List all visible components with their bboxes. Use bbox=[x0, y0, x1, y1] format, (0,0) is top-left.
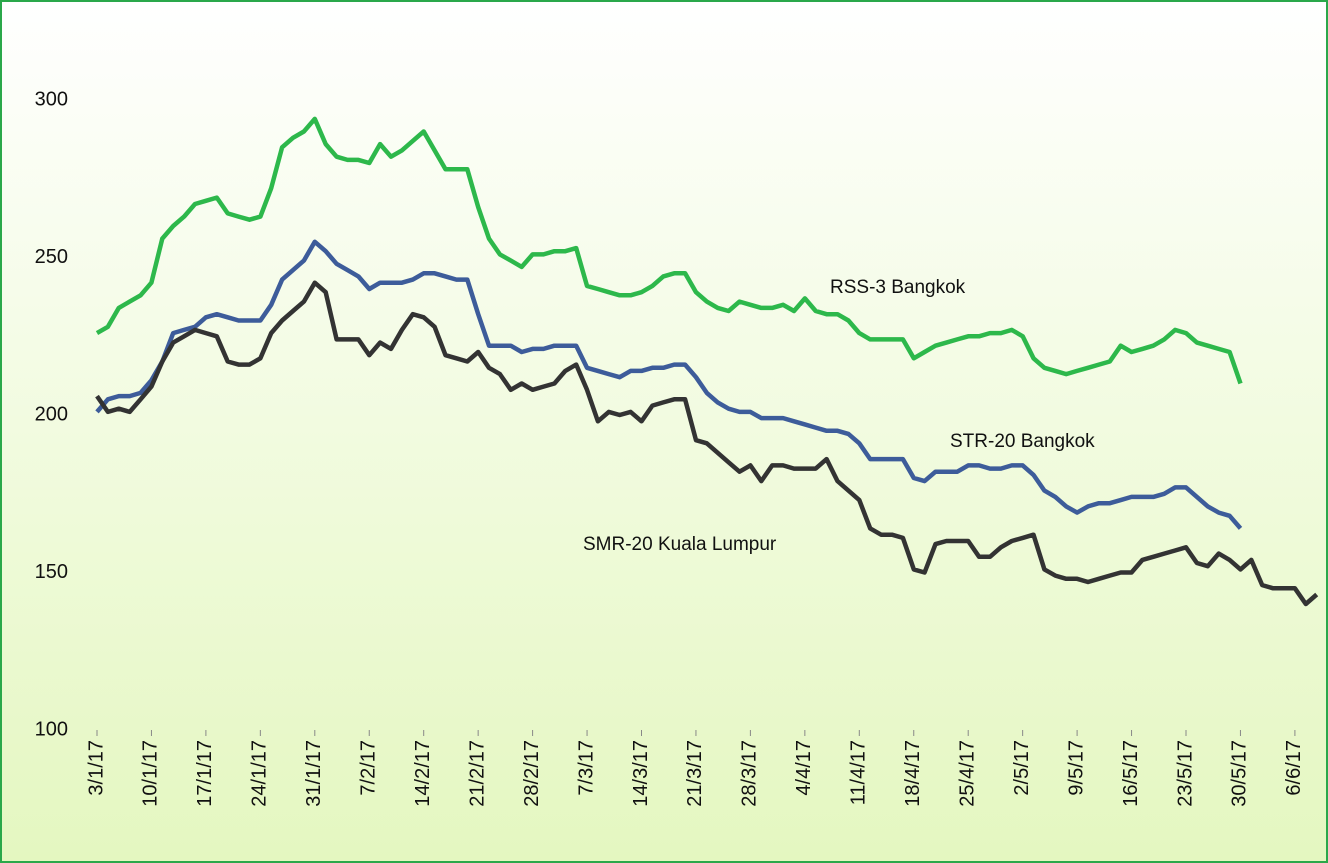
x-tick-label: 3/1/17 bbox=[85, 740, 107, 796]
line-label: RSS-3 Bangkok bbox=[830, 277, 966, 298]
x-tick-label: 11/4/17 bbox=[848, 740, 870, 805]
line-label: SMR-20 Kuala Lumpur bbox=[583, 534, 777, 555]
x-tick-label: 7/2/17 bbox=[358, 740, 380, 796]
x-tick-label: 14/2/17 bbox=[412, 740, 434, 807]
series-line bbox=[95, 116, 1243, 385]
x-tick-label: 21/2/17 bbox=[466, 740, 488, 807]
x-tick-label: 17/1/17 bbox=[194, 740, 216, 807]
x-tick-label: 10/1/17 bbox=[140, 740, 162, 807]
x-tick-label: 2/5/17 bbox=[1011, 740, 1033, 796]
x-tick-label: 16/5/17 bbox=[1120, 740, 1142, 807]
y-tick-label: 150 bbox=[35, 561, 68, 583]
x-tick-label: 31/1/17 bbox=[303, 740, 325, 807]
y-tick-label: 100 bbox=[35, 718, 68, 740]
x-tick-label: 14/3/17 bbox=[630, 740, 652, 807]
x-tick-label: 4/4/17 bbox=[793, 740, 815, 796]
x-tick-label: 6/6/17 bbox=[1283, 740, 1305, 796]
x-tick-label: 25/4/17 bbox=[956, 740, 978, 807]
y-tick-label: 250 bbox=[35, 246, 68, 268]
x-tick-label: 18/4/17 bbox=[902, 740, 924, 807]
x-tick-label: 21/3/17 bbox=[684, 740, 706, 807]
x-tick-label: 28/2/17 bbox=[521, 740, 543, 807]
line-label: STR-20 Bangkok bbox=[950, 431, 1095, 452]
series-line bbox=[95, 280, 1319, 607]
x-tick-label: 9/5/17 bbox=[1065, 740, 1087, 796]
x-tick-label: 7/3/17 bbox=[575, 740, 597, 796]
x-tick-label: 23/5/17 bbox=[1174, 740, 1196, 807]
x-tick-label: 28/3/17 bbox=[739, 740, 761, 807]
y-tick-label: 300 bbox=[35, 88, 68, 110]
x-tick-label: 30/5/17 bbox=[1229, 740, 1251, 807]
x-tick-label: 24/1/17 bbox=[249, 740, 271, 807]
y-tick-label: 200 bbox=[35, 403, 68, 425]
series-line bbox=[95, 239, 1243, 530]
